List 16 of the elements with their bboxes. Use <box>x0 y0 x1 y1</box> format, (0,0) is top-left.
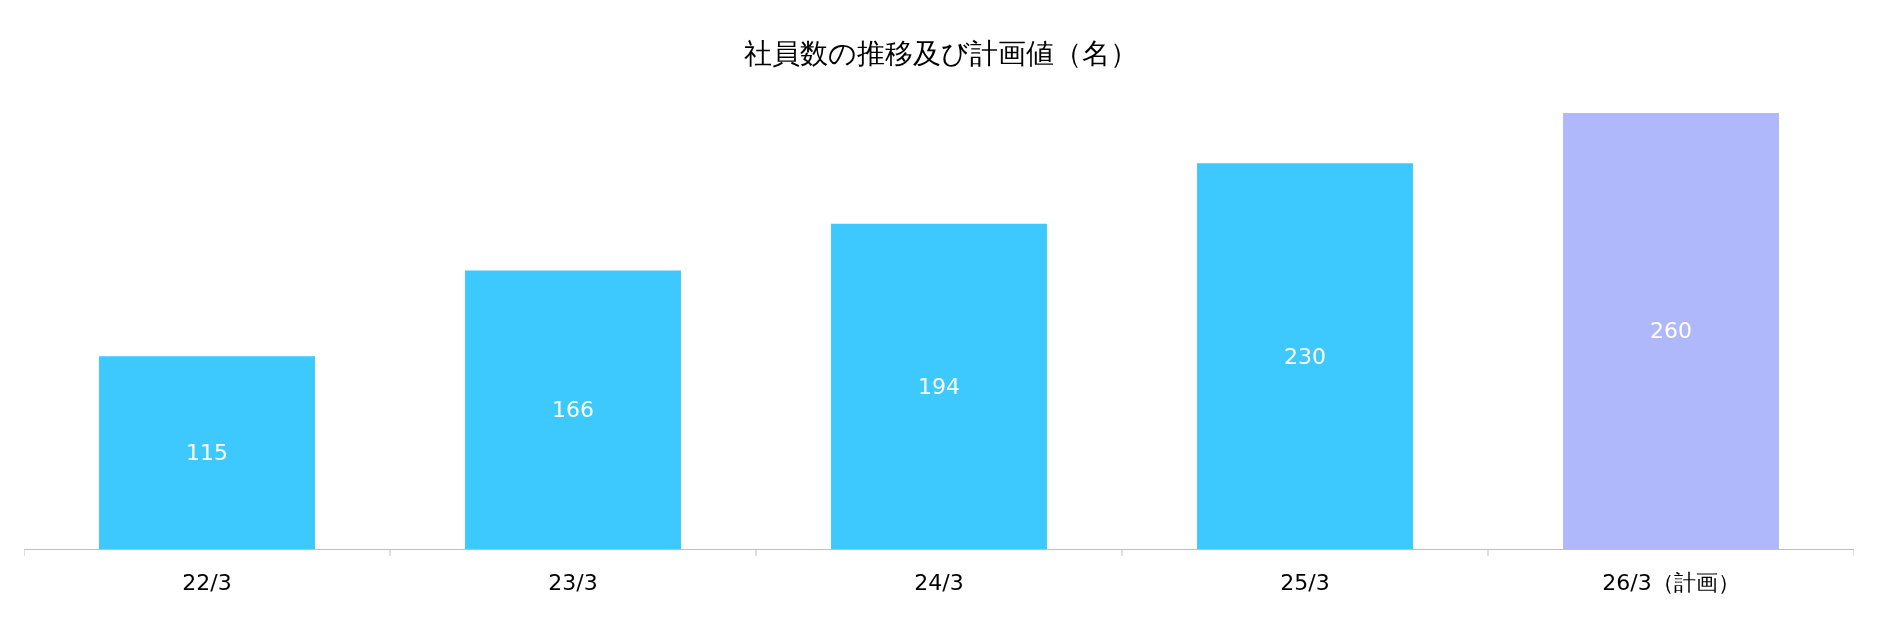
bar <box>831 223 1047 549</box>
data-label: 115 <box>186 440 228 466</box>
x-tick-label: 22/3 <box>182 570 232 596</box>
chart-title: 社員数の推移及び計画値（名） <box>744 36 1138 70</box>
x-tick-label: 24/3 <box>914 570 964 596</box>
bar <box>1197 163 1413 549</box>
data-label: 260 <box>1650 318 1692 344</box>
x-tick-label: 25/3 <box>1280 570 1330 596</box>
data-label: 194 <box>918 373 960 399</box>
bar <box>99 356 315 549</box>
bar <box>465 270 681 549</box>
data-label: 166 <box>552 397 594 423</box>
data-label: 230 <box>1284 343 1326 369</box>
bar <box>1563 112 1779 549</box>
x-tick-label: 23/3 <box>548 570 598 596</box>
x-tick-label: 26/3（計画） <box>1602 570 1740 596</box>
